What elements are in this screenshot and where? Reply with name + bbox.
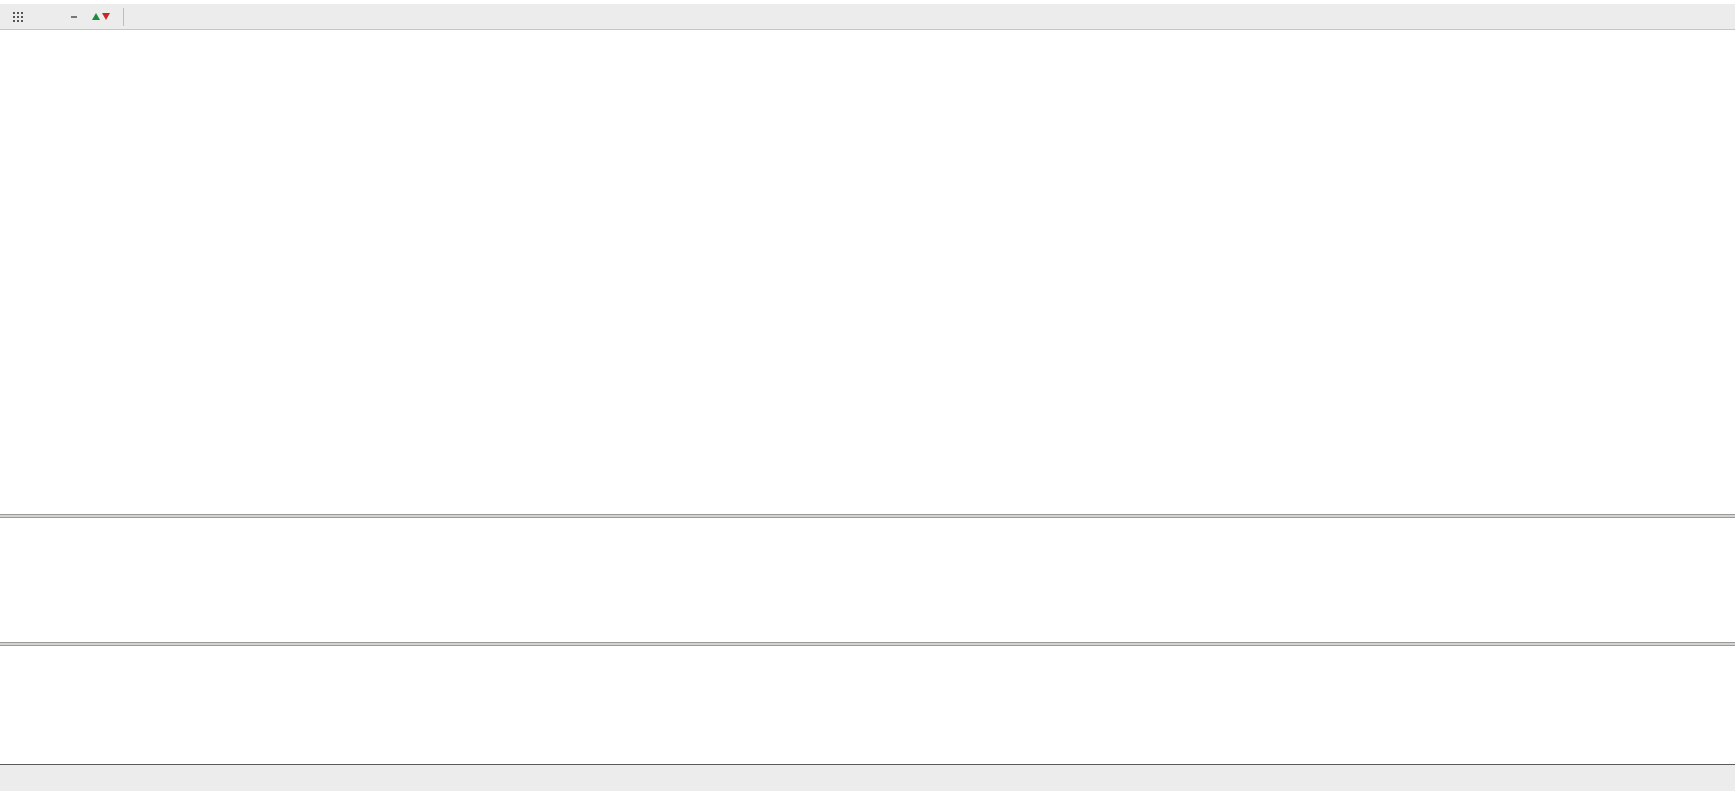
panel-divider[interactable]: [0, 642, 1735, 646]
text-tool-button[interactable]: [61, 6, 87, 28]
main-chart[interactable]: [0, 30, 300, 180]
panel-divider[interactable]: [0, 514, 1735, 518]
window-top-strip: [0, 0, 1735, 4]
font-tool-button[interactable]: [33, 6, 59, 28]
text-box-icon: [71, 15, 77, 18]
grid-dots-icon: [13, 11, 15, 14]
main-chart-panel[interactable]: [0, 30, 1735, 514]
toolbar: [0, 4, 1735, 30]
time-axis[interactable]: [0, 764, 1735, 791]
down-arrow-icon: [102, 13, 110, 20]
grip-icon[interactable]: [5, 6, 31, 28]
rsi-panel[interactable]: [0, 646, 1735, 764]
up-arrow-icon: [92, 13, 100, 20]
macd-panel[interactable]: [0, 518, 1735, 642]
toolbar-separator: [123, 7, 124, 26]
arrows-tool-button[interactable]: [89, 6, 115, 28]
